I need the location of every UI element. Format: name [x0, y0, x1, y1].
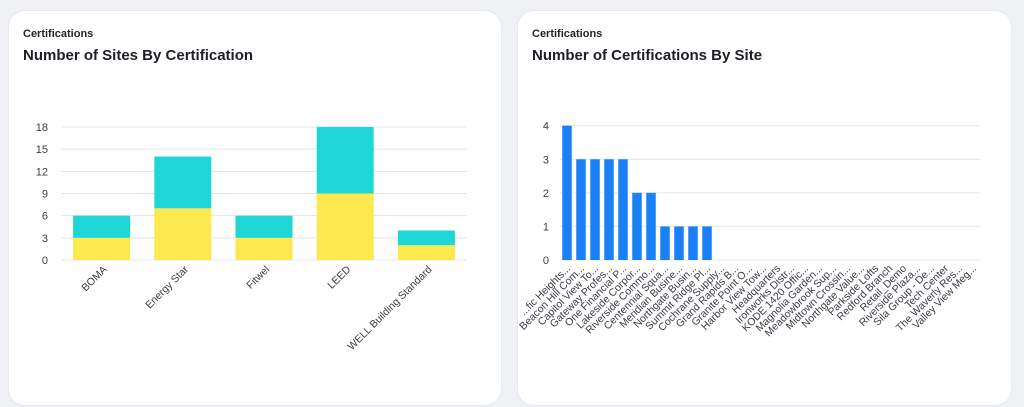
bar [590, 159, 600, 260]
y-tick-label: 6 [42, 211, 48, 223]
bar-segment-top [235, 215, 293, 238]
sites-by-certification-card: Certifications Number of Sites By Certif… [9, 11, 501, 405]
bar-segment-bottom [235, 237, 293, 260]
y-tick-label: 0 [42, 255, 48, 267]
bar-segment-top [73, 215, 131, 238]
x-category-label: Fitwel [244, 264, 272, 292]
card-title: Number of Sites By Certification [23, 47, 254, 64]
bar [660, 226, 670, 260]
bar [632, 192, 642, 260]
bar [646, 192, 656, 260]
bar [702, 226, 712, 260]
y-tick-label: 15 [36, 144, 48, 156]
y-tick-label: 1 [543, 221, 549, 233]
bar-segment-bottom [154, 208, 212, 260]
bar [618, 159, 628, 260]
bar-segment-top [397, 230, 455, 246]
bar [674, 226, 684, 260]
card-subtitle: Certifications [532, 28, 603, 40]
y-tick-label: 18 [36, 122, 48, 134]
y-tick-label: 12 [36, 166, 48, 178]
card-subtitle: Certifications [23, 28, 94, 40]
bar [604, 159, 614, 260]
certifications-by-site-card: Certifications Number of Certifications … [518, 11, 1011, 405]
y-tick-label: 0 [543, 255, 549, 267]
bar-segment-top [154, 156, 212, 209]
bar-segment-bottom [73, 237, 131, 260]
bar-segment-bottom [397, 245, 455, 260]
x-category-label: WELL Building Standard [345, 264, 434, 353]
y-tick-label: 9 [42, 189, 48, 201]
y-tick-label: 3 [42, 233, 48, 245]
bar-segment-bottom [316, 193, 374, 260]
y-tick-label: 3 [543, 154, 549, 166]
sites-by-certification-chart: 0 3 6 9 12 15 18 BOMA Energy Star Fitwel LEEDWELL … [36, 122, 467, 353]
bar [576, 159, 586, 260]
y-tick-label: 2 [543, 188, 549, 200]
card-title: Number of Certifications By Site [532, 47, 763, 64]
x-category-label: BOMA [79, 264, 109, 294]
y-tick-label: 4 [543, 121, 549, 133]
x-category-label: LEED [325, 263, 353, 291]
bar [562, 125, 572, 260]
x-category-label: Energy Star [143, 263, 191, 311]
bar [688, 226, 698, 260]
bar-segment-top [316, 127, 374, 194]
